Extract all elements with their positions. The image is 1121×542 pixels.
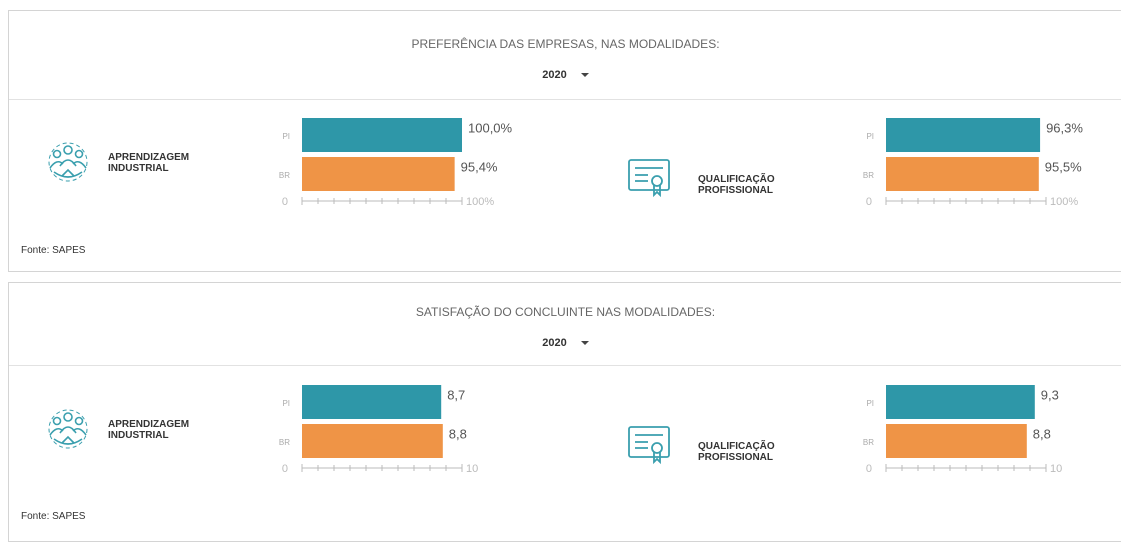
modality-label: QUALIFICAÇÃO PROFISSIONAL xyxy=(698,174,775,196)
icon-part xyxy=(635,434,663,449)
category-label: BR xyxy=(279,171,290,180)
bar-chart: PI 9,3 BR 8,8 0 10 xyxy=(863,385,1062,475)
x-tick-label: 0 xyxy=(866,463,872,475)
x-tick-label: 10 xyxy=(466,463,478,475)
modality-icon xyxy=(48,409,88,449)
panel-title: PREFERÊNCIA DAS EMPRESAS, NAS MODALIDADE… xyxy=(411,37,720,51)
icon-part xyxy=(628,159,670,191)
bar-chart: PI 8,7 BR 8,8 0 10 xyxy=(279,385,478,475)
category-label: PI xyxy=(282,399,290,408)
category-label: PI xyxy=(866,132,874,141)
value-label: 100,0% xyxy=(468,120,513,135)
x-tick-label: 0 xyxy=(866,196,872,208)
bar xyxy=(886,385,1035,419)
bar xyxy=(302,118,462,152)
icon-part xyxy=(628,426,670,458)
panel: PREFERÊNCIA DAS EMPRESAS, NAS MODALIDADE… xyxy=(8,10,1121,272)
value-label: 8,8 xyxy=(449,426,467,441)
value-label: 9,3 xyxy=(1041,387,1059,402)
year-select[interactable]: 2020 xyxy=(9,69,1121,81)
value-label: 95,4% xyxy=(461,159,498,174)
icon-part xyxy=(63,412,73,422)
icon-part xyxy=(49,159,87,178)
x-tick-label: 100% xyxy=(466,196,494,208)
modality-label: APRENDIZAGEM INDUSTRIAL xyxy=(108,419,190,441)
bar xyxy=(302,424,443,458)
category-label: BR xyxy=(863,171,874,180)
x-tick-label: 10 xyxy=(1050,463,1062,475)
modality-label: APRENDIZAGEM INDUSTRIAL xyxy=(108,152,190,174)
year-select[interactable]: 2020 xyxy=(9,337,1121,349)
panel-title: SATISFAÇÃO DO CONCLUINTE NAS MODALIDADES… xyxy=(415,305,716,319)
source: Fonte: SAPES xyxy=(21,511,86,522)
modality-icon xyxy=(628,426,670,465)
bar xyxy=(302,385,442,419)
value-label: 8,8 xyxy=(1033,426,1051,441)
x-tick-label: 0 xyxy=(282,463,288,475)
year: 2020 xyxy=(542,69,567,81)
value-label: 95,5% xyxy=(1045,159,1082,174)
x-tick-label: 100% xyxy=(1050,196,1078,208)
icon-part xyxy=(48,142,88,182)
bar xyxy=(886,118,1041,152)
category-label: BR xyxy=(863,438,874,447)
value-label: 96,3% xyxy=(1046,120,1083,135)
category-label: PI xyxy=(282,132,290,141)
icon-part xyxy=(651,442,663,454)
bar xyxy=(886,157,1039,191)
value-label: 8,7 xyxy=(447,387,465,402)
divider xyxy=(9,365,1121,366)
modality-icon xyxy=(48,142,88,182)
caret xyxy=(580,73,589,78)
modality-icon xyxy=(628,159,670,198)
bar-chart: PI 100,0% BR 95,4% 0 100% xyxy=(279,118,513,208)
category-label: PI xyxy=(866,399,874,408)
bar-chart: PI 96,3% BR 95,5% 0 100% xyxy=(863,118,1083,208)
icon-part xyxy=(653,452,661,465)
modality-label: QUALIFICAÇÃO PROFISSIONAL xyxy=(698,441,775,463)
source: Fonte: SAPES xyxy=(21,245,86,256)
icon-part xyxy=(74,416,84,426)
icon-part xyxy=(651,175,663,187)
x-tick-label: 0 xyxy=(282,196,288,208)
icon-part xyxy=(635,167,663,182)
icon-part xyxy=(52,149,62,159)
divider xyxy=(9,99,1121,100)
bar xyxy=(886,424,1027,458)
icon-part xyxy=(653,185,661,198)
icon-part xyxy=(49,426,87,445)
icon-part xyxy=(63,145,73,155)
caret xyxy=(580,341,589,346)
year: 2020 xyxy=(542,337,567,349)
icon-part xyxy=(74,149,84,159)
category-label: BR xyxy=(279,438,290,447)
bar xyxy=(302,157,455,191)
icon-part xyxy=(52,416,62,426)
icon-part xyxy=(48,409,88,449)
